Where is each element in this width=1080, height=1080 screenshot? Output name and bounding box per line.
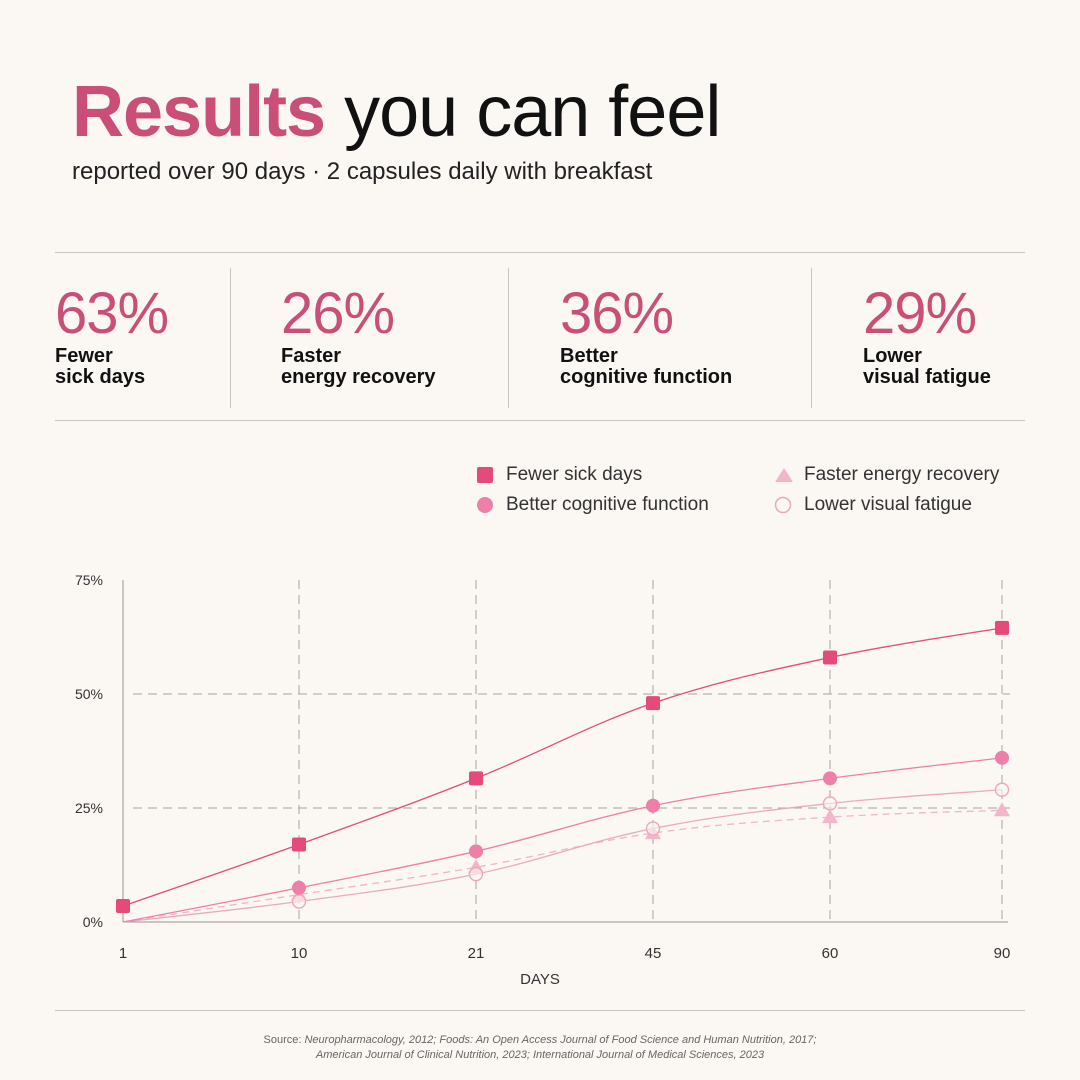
stat-label: Lower visual fatigue [863,345,991,388]
square-marker-icon [477,467,493,483]
data-point [291,894,307,909]
x-axis-label: DAYS [520,971,560,988]
stat-value: 26% [281,281,395,346]
data-point [468,866,484,882]
data-point [994,782,1010,797]
divider-stats-bottom [55,420,1025,421]
subtitle: reported over 90 days · 2 capsules daily… [72,158,653,185]
y-tick-label: 25% [75,800,103,816]
divider-footer [55,1010,1025,1011]
stat-divider [811,268,812,408]
data-point [994,802,1010,817]
legend-label: Fewer sick days [506,464,643,485]
data-point [822,796,838,811]
stat-cognitive-function: 36% Better cognitive function [560,282,732,388]
data-point [823,771,837,786]
y-tick-label: 50% [75,686,103,702]
series-line [122,809,1003,923]
source-citation: Source: Neuropharmacology, 2012; Foods: … [0,1033,1080,1063]
stat-value: 29% [863,281,977,346]
legend-label: Better cognitive function [506,494,709,515]
x-tick-label: 21 [468,945,485,962]
x-tick-label: 90 [994,945,1011,962]
y-tick-label: 75% [75,572,103,588]
data-point [292,837,306,852]
stat-sick-days: 63% Fewer sick days [55,281,169,388]
circle-marker-icon [477,497,493,513]
stat-visual-fatigue: 29% Lower visual fatigue [863,282,991,388]
data-point [995,620,1009,635]
data-point [823,650,837,665]
series-line [122,789,1003,923]
line-chart: 0% 25% 50% 75% 1 10 21 45 60 90 DAYS [75,572,1011,988]
title-rest: you can feel [344,72,721,152]
source-line-2: American Journal of Clinical Nutrition, … [315,1049,765,1061]
x-tick-label: 60 [822,945,839,962]
data-point [469,844,483,859]
open-circle-marker-icon [774,496,792,514]
data-point [646,696,660,711]
x-tick-label: 10 [291,945,308,962]
series-line [122,757,1003,923]
triangle-marker-icon [775,468,793,482]
stat-energy-recovery: 26% Faster energy recovery [281,282,436,388]
data-point [646,798,660,813]
data-point [116,899,130,914]
x-tick-label: 1 [119,945,127,962]
legend-label: Faster energy recovery [804,464,1000,485]
data-point [822,809,838,824]
stat-divider [508,268,509,408]
source-prefix: Source: [263,1034,302,1046]
legend-label: Lower visual fatigue [804,494,972,515]
page-title: Results you can feel [72,70,721,154]
divider-top [55,252,1025,253]
stat-divider [230,268,231,408]
data-point [995,750,1009,765]
data-point [645,821,661,836]
stat-value: 36% [560,281,674,346]
stat-label: Faster energy recovery [281,345,436,388]
data-point [469,771,483,786]
data-point [292,880,306,895]
source-line-1: Neuropharmacology, 2012; Foods: An Open … [304,1034,817,1046]
series-line [122,627,1003,907]
title-accent: Results [72,72,326,152]
y-tick-label: 0% [83,914,103,930]
x-tick-label: 45 [645,945,662,962]
stat-label: Fewer sick days [55,345,146,388]
stat-value: 63% [55,281,169,346]
stat-label: Better cognitive function [560,345,733,388]
